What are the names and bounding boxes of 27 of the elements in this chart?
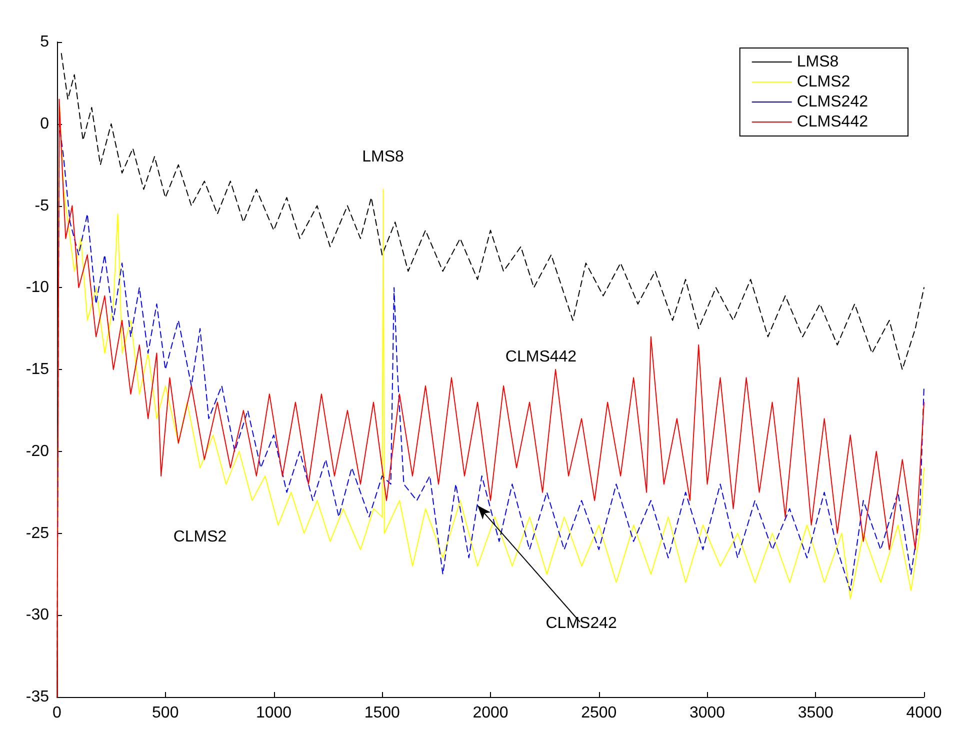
annotation: CLMS242 [546,615,617,632]
annotation: CLMS442 [505,348,577,366]
annotation: LMS8 [362,148,404,166]
legend-label: CLMS442 [796,114,868,130]
x-tick-label: 1000 [256,704,292,722]
legend-label: CLMS2 [796,74,850,90]
y-tick-label: -20 [26,442,50,460]
x-tick-label: 2000 [472,704,508,722]
line-series [60,52,924,370]
y-tick-label: -15 [26,361,50,378]
y-tick-label: -25 [26,524,50,542]
annotation: CLMS2 [173,528,227,546]
x-tick-label: 500 [152,704,179,722]
x-tick-label: 4000 [906,704,942,722]
y-tick-label: 5 [40,34,50,50]
y-tick-label: -35 [26,688,50,706]
y-tick-label: -5 [34,197,50,214]
legend-label: LMS8 [796,54,839,70]
x-tick-label: 3500 [798,704,834,722]
legend-label: CLMS242 [796,94,868,110]
y-tick-label: -10 [26,279,50,296]
x-tick-label: 1500 [364,704,400,722]
x-tick-label: 0 [52,704,62,722]
x-tick-label: 2500 [581,704,617,722]
y-tick-label: 0 [40,115,50,132]
x-tick-label: 3000 [689,704,726,722]
y-tick-label: -30 [26,606,50,624]
